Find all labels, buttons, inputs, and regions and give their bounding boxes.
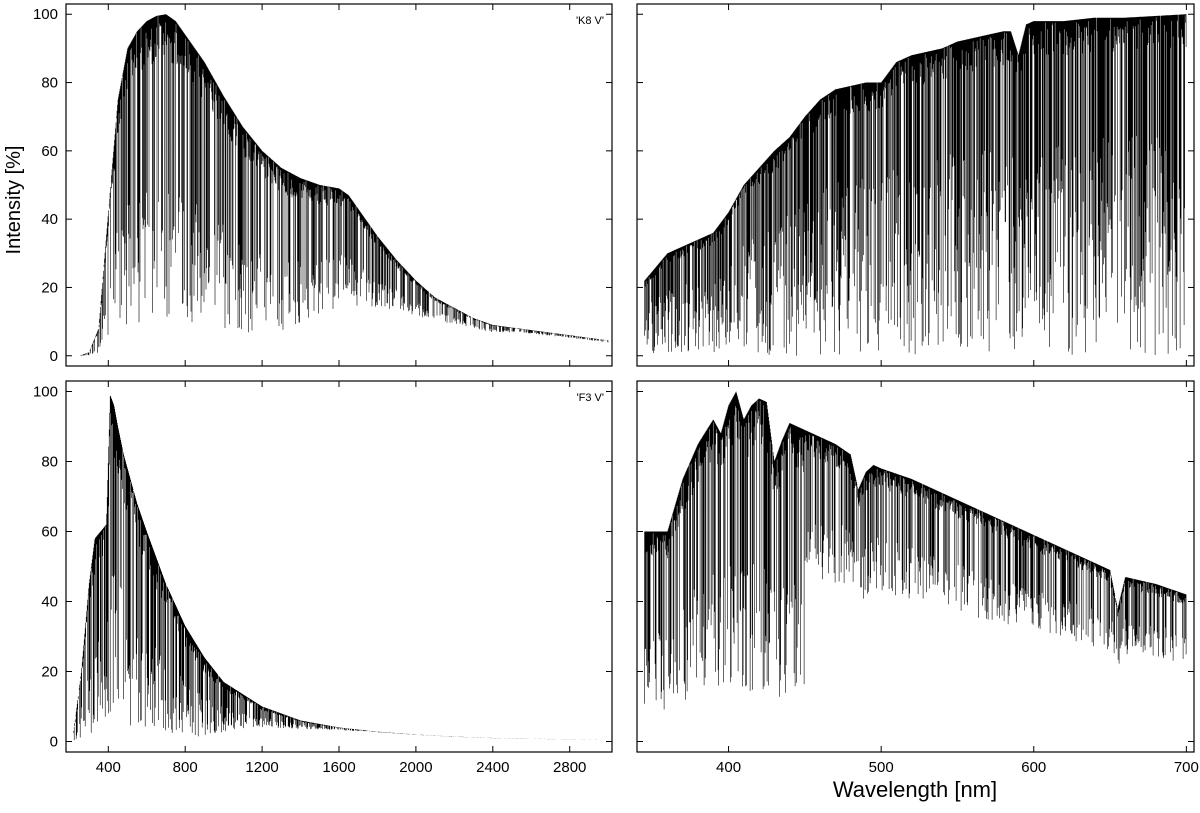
y-tick-label: 40 bbox=[41, 594, 58, 611]
x-tick-label: 600 bbox=[1021, 759, 1046, 776]
y-tick-label: 60 bbox=[41, 143, 58, 160]
panel-4: 400 500 600 700 bbox=[636, 380, 1199, 776]
plot-frame bbox=[65, 3, 613, 367]
x-tick-label: 1600 bbox=[322, 759, 355, 776]
spectrum-line bbox=[80, 14, 609, 356]
x-tick-label: 2400 bbox=[476, 759, 509, 776]
panel-1: 0 20 40 60 80 100 'K8 V' bbox=[33, 3, 613, 367]
y-tick-label: 0 bbox=[50, 734, 58, 751]
y-tick-label: 100 bbox=[33, 6, 58, 23]
panel-label: 'F3 V' bbox=[577, 392, 604, 404]
x-tick-label: 2800 bbox=[553, 759, 586, 776]
panel-3: 0 20 40 60 80 100 400 800 1200 1600 2000 2400 2800 'F… bbox=[33, 380, 613, 776]
y-axis-label: Intensity [%] bbox=[3, 146, 25, 255]
plot-frame bbox=[636, 380, 1195, 753]
x-tick-label: 500 bbox=[869, 759, 894, 776]
y-tick-label: 20 bbox=[41, 664, 58, 681]
y-tick-label: 80 bbox=[41, 75, 58, 92]
x-tick-label: 800 bbox=[173, 759, 198, 776]
plot-frame bbox=[636, 3, 1195, 367]
y-tick-label: 20 bbox=[41, 279, 58, 296]
x-axis-label: Wavelength [nm] bbox=[833, 777, 997, 802]
panel-2 bbox=[636, 3, 1195, 367]
spectrum-line bbox=[644, 14, 1187, 356]
y-tick-label: 0 bbox=[50, 348, 58, 365]
y-tick-label: 60 bbox=[41, 524, 58, 541]
spectrum-line bbox=[73, 395, 608, 741]
panel-label: 'K8 V' bbox=[576, 15, 604, 27]
panels: 0 20 40 60 80 100 'K8 V' 0 20 40 60 80 100 400 800 1200… bbox=[33, 3, 1199, 776]
spectrum-line bbox=[644, 391, 1187, 710]
x-tick-label: 2000 bbox=[399, 759, 432, 776]
x-tick-label: 700 bbox=[1174, 759, 1199, 776]
x-tick-label: 1200 bbox=[245, 759, 278, 776]
y-tick-label: 80 bbox=[41, 454, 58, 471]
x-tick-label: 400 bbox=[96, 759, 121, 776]
x-tick-label: 400 bbox=[716, 759, 741, 776]
y-tick-label: 40 bbox=[41, 211, 58, 228]
y-tick-label: 100 bbox=[33, 384, 58, 401]
